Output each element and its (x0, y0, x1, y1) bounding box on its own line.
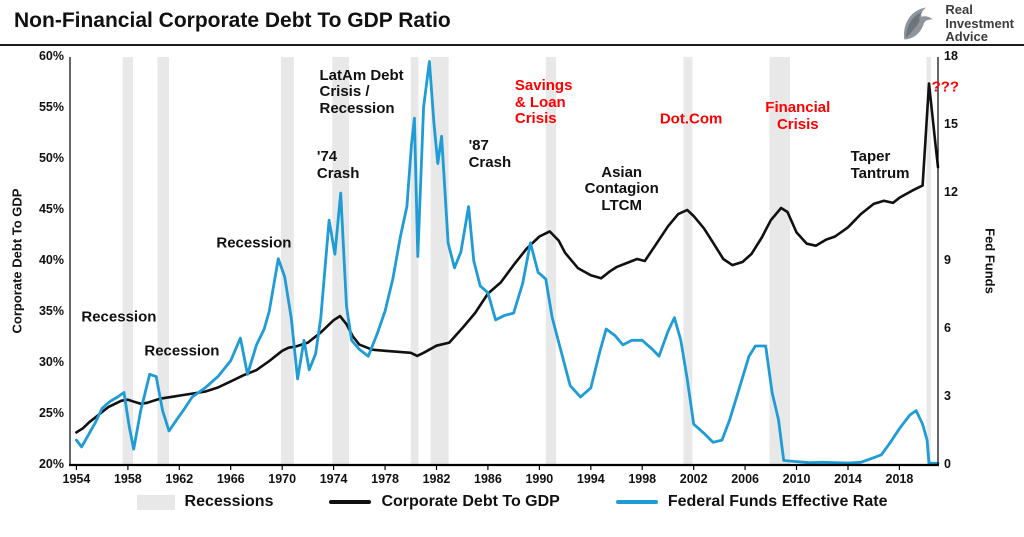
y-right-tick-label: 12 (944, 185, 958, 199)
y-left-tick-label: 30% (38, 355, 64, 369)
x-axis-tick-label: 1998 (628, 472, 657, 486)
page-title: Non-Financial Corporate Debt To GDP Rati… (14, 9, 451, 32)
x-axis-tick-label: 2002 (679, 472, 708, 486)
annotation-recession: Recession (81, 308, 157, 326)
y-right-tick-label: 0 (944, 457, 951, 471)
legend-item-corporate-debt-to-gdp: Corporate Debt To GDP (329, 493, 560, 511)
annotation-: ??? (931, 78, 960, 96)
annotation-taper: Taper Tantrum (850, 148, 910, 183)
annotation-87: '87 Crash (468, 137, 512, 171)
recession-band (332, 57, 349, 465)
series-federal-funds-effective-rate (75, 60, 940, 465)
y-right-tick-label: 18 (944, 49, 958, 63)
recession-band (683, 57, 693, 465)
annotation-savings: Savings & Loan Crisis (514, 76, 573, 128)
x-axis-tick-label: 1982 (422, 472, 451, 486)
y-left-tick-label: 50% (38, 151, 64, 165)
chart-header: Non-Financial Corporate Debt To GDP Rati… (0, 0, 1024, 46)
x-axis-tick-label: 2006 (731, 472, 760, 486)
recession-band (280, 57, 294, 465)
logo-text-line: Real (945, 2, 973, 17)
legend-label: Corporate Debt To GDP (381, 493, 560, 510)
legend-item-recessions: Recessions (136, 493, 274, 511)
annotation-recession: Recession (144, 342, 220, 360)
legend-label: Recessions (184, 493, 274, 510)
annotation-asian: Asian Contagion LTCM (584, 163, 659, 214)
y-left-tick-label: 40% (38, 253, 64, 267)
annotation-dot-com: Dot.Com (659, 110, 723, 128)
annotation-recession: Recession (216, 234, 292, 252)
recession-band (157, 57, 169, 465)
y-left-tick-label: 60% (38, 49, 64, 63)
y-right-tick-label: 3 (944, 389, 951, 403)
x-axis-tick-label: 1954 (62, 472, 91, 486)
logo-text-line: Investment (945, 15, 1014, 31)
recession-band (410, 57, 419, 465)
logo-text-line: Advice (945, 29, 988, 45)
right-axis-title: Fed Funds (982, 228, 998, 294)
legend-item-federal-funds-effective-rate: Federal Funds Effective Rate (615, 493, 888, 511)
y-right-tick-label: 9 (944, 253, 951, 267)
y-right-tick-label: 6 (944, 321, 951, 335)
legend: Recessions Corporate Debt To GDP Federal F… (0, 493, 1024, 511)
x-axis-tick-label: 2014 (834, 472, 862, 486)
annotation-latam-debt: LatAm Debt Crisis / Recession (319, 66, 404, 118)
x-axis-tick-label: 1990 (525, 472, 554, 486)
y-right-tick-label: 15 (944, 117, 958, 131)
x-axis-tick-label: 1958 (113, 472, 142, 486)
legend-swatch-corporate-debt-to-gdp (329, 500, 372, 504)
ria-logo-text: Real Investment Advice (945, 3, 1014, 44)
y-left-tick-label: 20% (38, 457, 64, 471)
x-axis-tick-label: 2010 (782, 472, 811, 486)
legend-swatch-federal-funds-effective-rate (615, 500, 658, 504)
recession-band (545, 57, 557, 465)
x-axis-tick-label: 1970 (268, 472, 297, 486)
x-axis-tick-label: 1974 (319, 472, 348, 486)
recession-band (769, 57, 791, 465)
legend-label: Federal Funds Effective Rate (667, 493, 888, 510)
x-axis-tick-label: 1966 (216, 472, 245, 486)
legend-swatch-recessions (136, 494, 175, 510)
x-axis-tick-label: 1962 (165, 472, 194, 486)
y-left-tick-label: 45% (38, 202, 64, 216)
recession-band (926, 57, 931, 465)
x-axis-tick-label: 1994 (576, 472, 605, 486)
y-left-tick-label: 55% (38, 100, 64, 114)
y-left-tick-label: 35% (38, 304, 64, 318)
x-axis-tick-label: 1978 (371, 472, 399, 486)
recession-band (122, 57, 133, 465)
ria-logo: Real Investment Advice (895, 3, 1014, 44)
y-left-tick-label: 25% (38, 406, 64, 420)
x-axis-tick-label: 1986 (474, 472, 502, 486)
x-axis-tick-label: 2018 (885, 472, 914, 486)
annotation-74: '74 Crash (316, 148, 360, 183)
eagle-logo-icon (904, 7, 933, 40)
series-corporate-debt-to-gdp (75, 82, 940, 434)
annotation-financial: Financial Crisis (765, 99, 831, 134)
